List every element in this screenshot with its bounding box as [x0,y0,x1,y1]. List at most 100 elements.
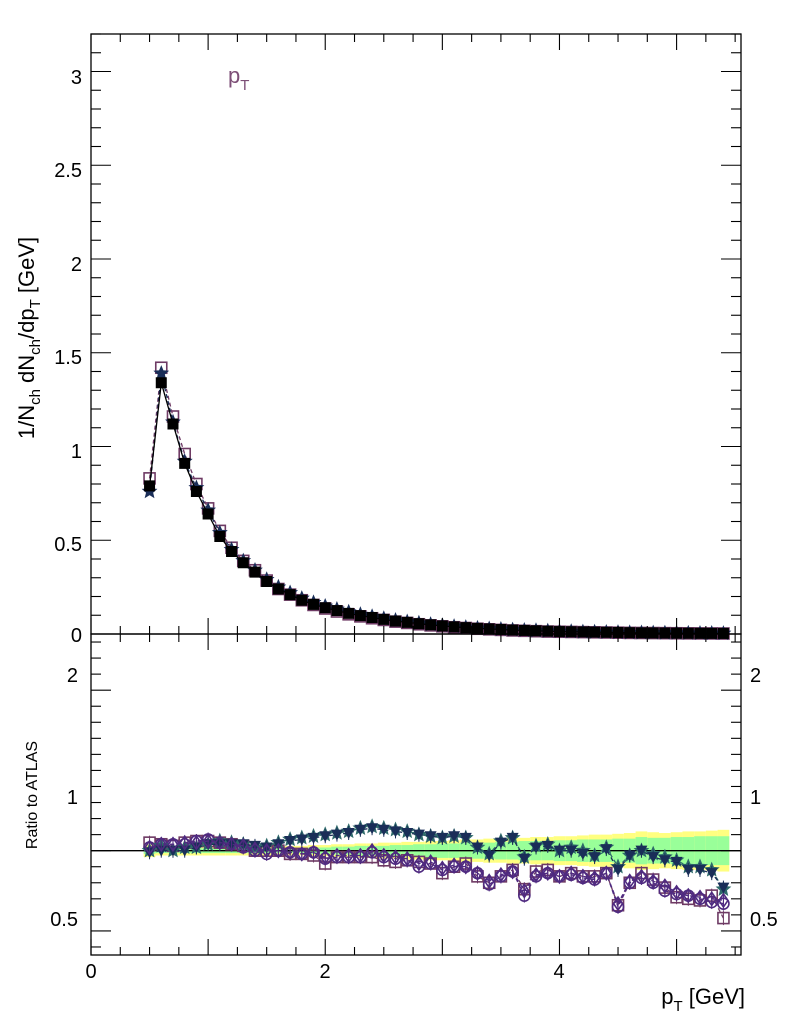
upper-point [153,365,170,381]
upper-point [354,610,366,622]
ratio-ytick-label-right: 0.5 [750,909,778,931]
upper-point [202,508,214,520]
ratio-point [366,842,378,859]
upper-point [390,615,402,627]
upper-point [589,626,601,638]
ratio-point [178,845,191,857]
ratio-point [342,828,355,840]
ratio-point [612,864,625,876]
ratio-point [635,868,647,885]
ratio-point [553,868,565,885]
ratio-point [319,831,332,843]
ratio-point [448,857,460,874]
ratio-series-line [149,827,724,889]
ratio-point [424,831,437,843]
ratio-point [647,852,660,864]
ratio-point [623,850,636,862]
upper-ytick-label: 2.5 [54,160,82,182]
ratio-point [319,849,331,866]
ratio-point [694,889,706,906]
upper-point [507,624,519,636]
ratio-point [296,845,308,862]
upper-series-line [148,382,724,635]
ratio-point [190,834,202,851]
ratio-point [343,847,355,864]
ratio-point [483,873,495,890]
ratio-point [518,853,531,865]
upper-point [483,623,495,635]
ratio-point [202,833,214,849]
ratio-point [518,882,530,899]
upper-point [155,377,167,389]
ratio-point [354,824,367,836]
upper-point [308,598,320,610]
ratio-point [624,873,636,890]
ratio-ytick-label-right: 2 [750,665,761,687]
ratio-point [471,842,484,854]
ratio-point [706,890,718,907]
upper-y-axis-title: 1/Nch dNch/dpT [GeV] [14,237,44,439]
ratio-point [167,836,179,853]
ratio-point [717,911,730,925]
upper-point [284,589,296,601]
upper-point [401,616,413,628]
ratio-point [425,854,437,870]
xtick-label: 2 [319,961,330,983]
ratio-point [682,887,694,904]
upper-y-origin-label: 0 [71,625,82,647]
upper-series-line [148,367,724,635]
upper-point [261,576,273,587]
upper-point [366,612,378,623]
ratio-point [436,832,449,844]
ratio-point [401,828,414,840]
upper-point [249,566,261,578]
ratio-point [330,829,343,841]
ratio-point [237,837,249,854]
ratio-point [553,845,566,857]
ratio-point [647,873,659,890]
ratio-point [507,863,519,880]
ratio-point [576,848,589,860]
ratio-point [600,865,612,882]
upper-ytick-label: 1 [71,441,82,463]
upper-point [425,619,437,631]
ratio-point [472,865,483,882]
ratio-point [284,836,297,848]
ratio-point [284,844,296,861]
ratio-point [589,870,601,886]
ratio-point [600,844,613,856]
ratio-point [577,868,589,885]
upper-ytick-label: 3 [71,67,82,89]
ratio-point [295,834,308,846]
upper-point [413,618,425,630]
axis-ticks [90,33,741,955]
panel-annotation: pT [228,63,249,94]
ratio-point [354,847,366,864]
upper-ytick-label: 1.5 [54,347,82,369]
ratio-point [717,882,730,894]
svg-text:1/Nch dNch/dpT [GeV]: 1/Nch dNch/dpT [GeV] [14,237,44,439]
upper-point [296,594,308,606]
ratio-point [542,865,554,882]
upper-point [624,627,636,639]
ratio-point [530,842,543,854]
upper-point [179,457,191,469]
ratio-point [307,832,320,844]
ratio-point [541,840,554,852]
ratio-point [331,847,343,864]
ratio-point [249,841,261,857]
upper-point [659,627,671,639]
ratio-point [705,868,718,880]
ratio-ytick-label: 2 [67,665,78,687]
upper-point [565,626,577,638]
ratio-point [682,864,695,876]
upper-series-line [148,373,724,635]
upper-point [542,625,554,637]
ratio-point [413,855,425,872]
upper-point [694,627,706,639]
ratio-point [530,866,542,883]
ratio-y-axis-title: Ratio to ATLAS [24,741,41,849]
ratio-point [366,823,379,835]
ratio-point [179,834,191,851]
